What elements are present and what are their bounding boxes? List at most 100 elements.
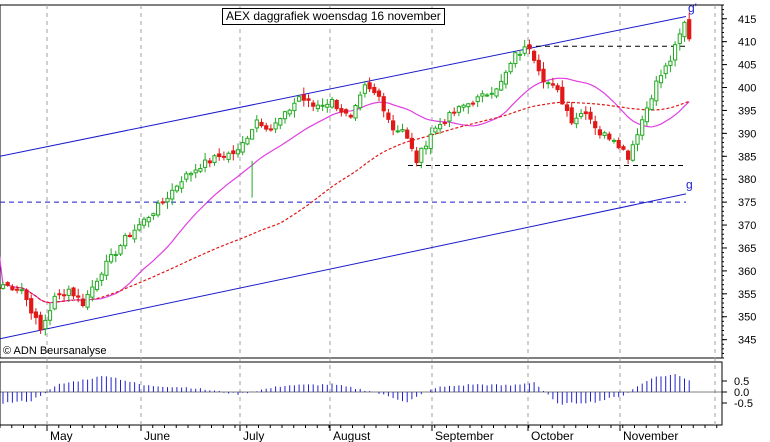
price-tick-label: 360 <box>738 266 756 278</box>
candle-body <box>640 119 645 136</box>
candle-body <box>419 147 424 163</box>
candle-body <box>489 92 494 95</box>
candle-body <box>687 19 692 40</box>
candle-body <box>132 229 137 240</box>
candle-body <box>630 144 635 161</box>
candle-body <box>621 146 626 150</box>
candle-body <box>503 71 508 85</box>
candle-body <box>405 129 410 139</box>
candle-body <box>320 104 325 107</box>
upper-channel-label: g' <box>688 1 697 15</box>
candle-body <box>287 109 292 115</box>
candle-body <box>438 124 443 130</box>
price-tick-label: 345 <box>738 335 756 347</box>
price-tick-label: 390 <box>738 128 756 140</box>
month-label: November <box>623 429 678 442</box>
candle-body <box>311 102 316 107</box>
candle-body <box>221 155 227 158</box>
candle-body <box>137 224 142 231</box>
candle-body <box>362 84 367 94</box>
candle-body <box>593 121 598 129</box>
candle-body <box>85 294 90 308</box>
candle-body <box>677 33 682 44</box>
candle-body <box>569 107 574 124</box>
moving-average-long <box>0 100 690 304</box>
candle-body <box>240 142 245 153</box>
candle-body <box>386 112 391 120</box>
candle-body <box>33 311 38 318</box>
candle-body <box>428 133 433 149</box>
candle-body <box>57 293 62 296</box>
candle-body <box>38 314 43 331</box>
candle-body <box>104 260 109 276</box>
candle-body <box>447 112 452 122</box>
month-label: May <box>50 429 73 442</box>
candle-body <box>264 125 269 130</box>
candle-body <box>188 172 194 176</box>
candle-body <box>297 96 302 102</box>
candle-body <box>123 234 128 247</box>
candle-body <box>292 102 297 112</box>
candle-body <box>179 181 184 189</box>
candle-body <box>235 149 241 155</box>
price-tick-label: 370 <box>738 220 756 232</box>
candle-body <box>409 137 414 149</box>
candle-body <box>532 50 537 61</box>
candle-body <box>329 98 335 108</box>
candle-body <box>414 150 419 164</box>
candle-body <box>560 86 565 105</box>
candle-body <box>325 103 330 108</box>
candle-body <box>156 202 161 216</box>
month-label: October <box>531 429 574 442</box>
candle-body <box>654 80 659 102</box>
upper-channel-line <box>0 15 687 157</box>
candle-body <box>278 118 283 126</box>
candle-body <box>250 129 255 140</box>
candle-body <box>52 295 57 310</box>
candle-body <box>673 44 678 61</box>
candle-body <box>99 273 104 281</box>
osc-tick-label: -0.5 <box>734 398 753 410</box>
candle-body <box>273 122 278 130</box>
candle-body <box>254 119 259 129</box>
candle-body <box>466 103 471 108</box>
candle-body <box>376 90 382 97</box>
moving-average-short <box>0 77 690 304</box>
candle-body <box>0 284 6 289</box>
candle-body <box>452 111 457 114</box>
candle-body <box>348 114 353 118</box>
lower-channel-line <box>0 193 687 340</box>
candle-body <box>306 98 311 101</box>
candle-body <box>19 289 24 292</box>
price-tick-label: 385 <box>738 151 756 163</box>
candle-body <box>353 104 358 119</box>
candle-body <box>456 106 461 113</box>
candle-body <box>66 288 71 296</box>
price-tick-label: 380 <box>738 174 756 186</box>
candle-body <box>616 139 621 149</box>
candle-body <box>62 294 67 297</box>
price-tick-label: 400 <box>738 83 756 95</box>
candle-body <box>485 94 490 97</box>
candle-body <box>433 127 438 133</box>
candle-body <box>372 86 377 94</box>
candle-body <box>94 280 100 291</box>
candle-body <box>47 310 53 321</box>
oscillator-panel-frame <box>0 361 723 426</box>
candle-body <box>146 216 151 223</box>
candle-body <box>15 288 20 291</box>
price-panel-frame <box>0 4 723 359</box>
candle-body <box>546 82 551 85</box>
candle-body <box>522 46 527 54</box>
candle-body <box>203 159 208 168</box>
candle-body <box>259 121 264 127</box>
candle-body <box>165 197 170 203</box>
price-tick-label: 375 <box>738 197 756 209</box>
candle-body <box>80 298 86 306</box>
month-label: September <box>435 429 494 442</box>
candle-body <box>442 122 447 125</box>
candle-body <box>339 108 344 113</box>
candle-body <box>109 254 114 263</box>
candle-body <box>113 253 118 256</box>
